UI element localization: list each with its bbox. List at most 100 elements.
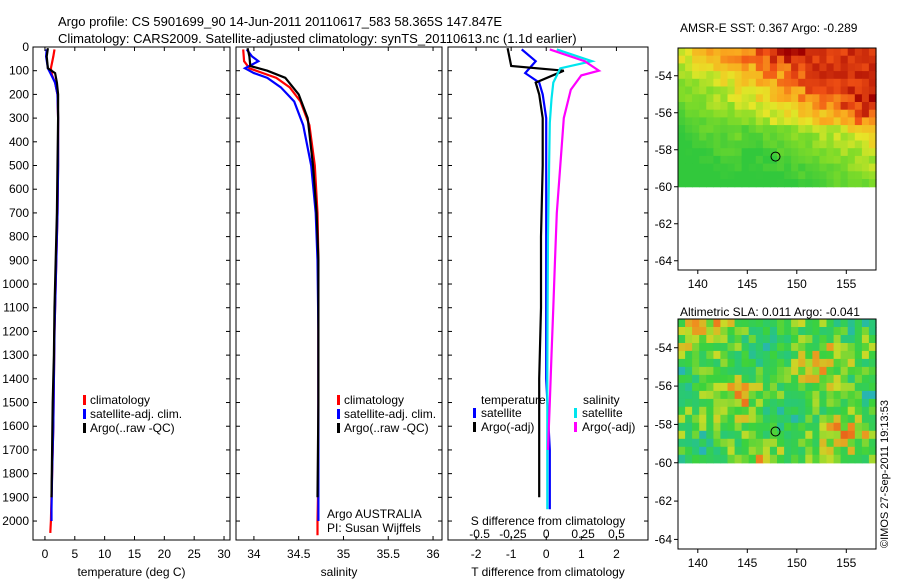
map-cell xyxy=(734,48,743,57)
map-cell xyxy=(805,358,813,368)
map-x-tick-label: 155 xyxy=(836,277,856,291)
map-cell xyxy=(720,55,729,64)
map-cell xyxy=(777,343,785,352)
map-cell xyxy=(847,422,856,432)
series-line xyxy=(546,48,596,510)
map-cell xyxy=(854,430,863,440)
map-cell xyxy=(734,102,743,111)
map-cell xyxy=(791,438,799,448)
y-tick-label: 600 xyxy=(9,182,29,196)
map-cell xyxy=(798,414,806,424)
map-cell xyxy=(784,335,792,344)
x-tick-label: 25 xyxy=(188,547,202,561)
map-cell xyxy=(720,446,729,456)
y-tick-label: 1100 xyxy=(3,301,29,315)
map-cell xyxy=(769,94,778,103)
map-cell xyxy=(769,374,778,384)
map-cell xyxy=(847,63,856,72)
map-cell xyxy=(791,48,799,57)
map-cell xyxy=(748,374,757,384)
series-line xyxy=(546,48,602,450)
legend-swatch xyxy=(473,408,476,418)
map-cell xyxy=(706,454,714,464)
map-cell xyxy=(706,171,714,180)
map-cell xyxy=(826,398,835,408)
map-cell xyxy=(784,86,792,95)
map-cell xyxy=(798,319,806,328)
map-cell xyxy=(706,94,714,103)
map-cell xyxy=(833,179,842,188)
map-cell xyxy=(720,398,729,408)
map-cell xyxy=(762,171,771,180)
s-tick-label: 0.5 xyxy=(608,527,625,541)
map-cell xyxy=(861,430,870,440)
map-cell xyxy=(819,454,828,464)
map-cell xyxy=(812,374,821,384)
map-cell xyxy=(777,382,785,392)
map-cell xyxy=(777,132,785,142)
map-cell xyxy=(854,454,863,464)
map-cell xyxy=(741,86,750,95)
map-x-tick-label: 155 xyxy=(836,556,856,570)
map-y-tick-label: -62 xyxy=(655,494,673,508)
map-cell xyxy=(713,406,722,416)
map-cell xyxy=(791,94,799,103)
map-cell xyxy=(861,398,870,408)
map-cell xyxy=(826,132,835,142)
map-cell xyxy=(798,179,806,188)
map-cell xyxy=(713,71,722,80)
map-cell xyxy=(847,358,856,368)
map-cell xyxy=(819,350,828,360)
map-cell xyxy=(840,414,849,424)
map-cell xyxy=(854,422,863,432)
map-cell xyxy=(720,117,729,126)
map-cell xyxy=(713,179,722,188)
map-cell xyxy=(812,398,821,408)
map-cell xyxy=(755,390,764,400)
x-tick-label: 0 xyxy=(42,547,49,561)
map-cell xyxy=(833,86,842,95)
map-y-tick-label: -58 xyxy=(655,143,673,157)
map-cell xyxy=(826,414,835,424)
map-cell xyxy=(713,366,722,376)
map-cell xyxy=(812,140,821,149)
map-cell xyxy=(755,179,764,188)
map-cell xyxy=(692,94,700,103)
map-cell xyxy=(699,414,707,424)
map-cell xyxy=(769,63,778,72)
map-cell xyxy=(713,343,722,352)
map-cell xyxy=(819,382,828,392)
map-cell xyxy=(741,117,750,126)
map-cell xyxy=(685,319,693,328)
map-cell xyxy=(854,398,863,408)
map-cell xyxy=(868,374,877,384)
map-cell xyxy=(777,71,785,80)
map-cell xyxy=(734,414,743,424)
map-cell xyxy=(861,148,870,157)
map-cell xyxy=(784,148,792,157)
map-cell xyxy=(826,155,835,165)
map-cell xyxy=(812,446,821,456)
map-cell xyxy=(741,327,750,336)
map-cell xyxy=(727,430,736,440)
map-cell xyxy=(784,155,792,165)
map-cell xyxy=(734,327,743,336)
map-cell xyxy=(755,63,764,72)
map-cell xyxy=(833,109,842,118)
map-cell xyxy=(812,179,821,188)
map-cell xyxy=(755,94,764,103)
map-cell xyxy=(847,94,856,103)
map-cell xyxy=(727,406,736,416)
legend-label: climatology xyxy=(344,393,404,407)
map-cell xyxy=(798,78,806,88)
map-cell xyxy=(812,125,821,134)
map-cell xyxy=(784,422,792,432)
salinity-frame xyxy=(235,46,443,541)
map-cell xyxy=(840,374,849,384)
map-cell xyxy=(678,117,686,126)
map-cell xyxy=(805,117,813,126)
map-cell xyxy=(706,132,714,142)
map-cell xyxy=(678,438,686,448)
map-cell xyxy=(755,422,764,432)
map-cell xyxy=(840,132,849,142)
